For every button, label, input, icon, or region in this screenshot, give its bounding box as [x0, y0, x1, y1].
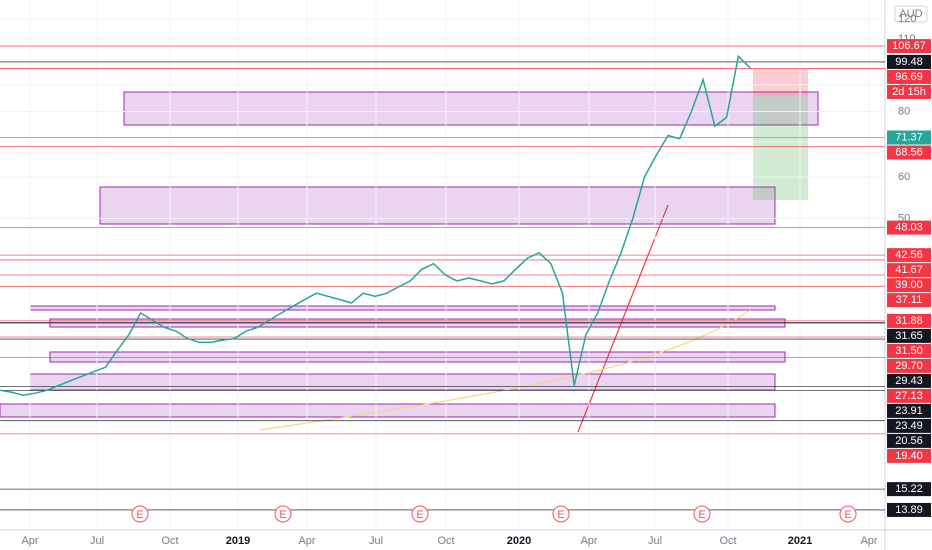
price-label-bg — [887, 358, 931, 373]
y-tick-label: 120 — [898, 13, 916, 25]
price-label-bg — [887, 278, 931, 293]
price-label: 42.56 — [895, 249, 923, 261]
price-label: 20.56 — [895, 435, 923, 447]
y-tick-label: 80 — [898, 105, 910, 117]
trend-line — [577, 204, 669, 433]
price-label-bg — [887, 130, 931, 145]
earnings-label: E — [136, 509, 143, 521]
x-tick-label: Jul — [369, 535, 383, 547]
price-line — [0, 54, 751, 396]
earnings-label: E — [698, 509, 705, 521]
y-tick-label: 60 — [898, 171, 910, 183]
price-label-bg — [887, 343, 931, 358]
earnings-label: E — [557, 509, 564, 521]
price-label: 37.11 — [896, 294, 923, 306]
price-label: 41.67 — [895, 264, 923, 276]
reward-box — [753, 96, 808, 200]
price-label-bg — [887, 403, 931, 418]
price-label-bg — [887, 502, 931, 517]
earnings-marker — [693, 505, 711, 523]
price-label-bg — [887, 145, 931, 160]
price-label: 23.91 — [895, 405, 923, 417]
price-label: 13.89 — [895, 504, 923, 516]
price-label: 31.65 — [895, 330, 923, 342]
earnings-label: E — [844, 509, 851, 521]
price-label-bg — [887, 248, 931, 263]
earnings-marker — [274, 505, 292, 523]
price-label-bg — [887, 448, 931, 463]
earnings-marker — [552, 505, 570, 523]
price-label-bg — [887, 482, 931, 497]
risk-box — [753, 69, 808, 96]
price-label: 68.56 — [895, 146, 923, 158]
earnings-label: E — [416, 509, 423, 521]
zone — [49, 318, 786, 328]
price-label: 99.48 — [895, 56, 923, 68]
x-tick-label: Oct — [719, 535, 736, 547]
moving-average — [259, 309, 751, 431]
price-label-bg — [887, 313, 931, 328]
currency-badge — [894, 5, 928, 23]
price-label-bg — [887, 263, 931, 278]
x-tick-label: 2019 — [226, 535, 250, 547]
x-tick-label: Apr — [21, 535, 38, 547]
earnings-marker — [839, 505, 857, 523]
x-tick-label: Apr — [298, 535, 315, 547]
x-tick-label: Oct — [437, 535, 454, 547]
price-label-bg — [887, 39, 931, 54]
countdown-bg — [887, 84, 931, 99]
zone — [49, 351, 786, 363]
price-label: 19.40 — [895, 450, 923, 462]
currency: AUD — [899, 8, 922, 20]
price-label: 29.43 — [895, 375, 923, 387]
zone — [29, 373, 776, 391]
price-label: 27.13 — [895, 390, 923, 402]
price-label: 96.69 — [895, 71, 923, 83]
x-tick-label: Oct — [161, 535, 178, 547]
earnings-marker — [411, 505, 429, 523]
price-label-bg — [887, 373, 931, 388]
x-tick-label: Apr — [580, 535, 597, 547]
price-label-bg — [887, 418, 931, 433]
price-label: 29.70 — [895, 360, 923, 372]
earnings-marker — [131, 505, 149, 523]
price-label: 15.22 — [895, 483, 923, 495]
price-label: 71.37 — [895, 131, 923, 143]
price-label-bg — [887, 220, 931, 235]
price-label: 31.88 — [895, 315, 923, 327]
countdown: 2d 15h — [892, 86, 926, 98]
zone — [29, 305, 776, 311]
earnings-label: E — [279, 509, 286, 521]
price-label: 48.03 — [895, 222, 923, 234]
zone — [123, 91, 819, 126]
price-label-bg — [887, 293, 931, 308]
price-label-bg — [887, 54, 931, 69]
x-tick-label: Jul — [648, 535, 662, 547]
x-tick-label: 2020 — [507, 535, 531, 547]
plot-bg — [0, 0, 885, 530]
x-tick-label: 2021 — [788, 535, 812, 547]
price-label-bg — [887, 328, 931, 343]
price-label: 23.49 — [895, 420, 923, 432]
price-label: 106.67 — [892, 40, 926, 52]
price-label: 31.50 — [895, 345, 923, 357]
price-label-bg — [887, 69, 931, 84]
x-tick-label: Jul — [90, 535, 104, 547]
price-label: 39.00 — [895, 279, 923, 291]
price-label-bg — [887, 433, 931, 448]
x-tick-label: Apr — [860, 535, 877, 547]
price-label-bg — [887, 388, 931, 403]
